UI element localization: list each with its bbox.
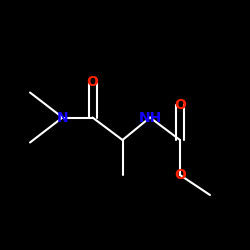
Text: O: O xyxy=(86,76,99,90)
Text: O: O xyxy=(174,168,186,182)
Text: N: N xyxy=(57,110,68,124)
Text: O: O xyxy=(174,98,186,112)
Text: NH: NH xyxy=(138,110,162,124)
